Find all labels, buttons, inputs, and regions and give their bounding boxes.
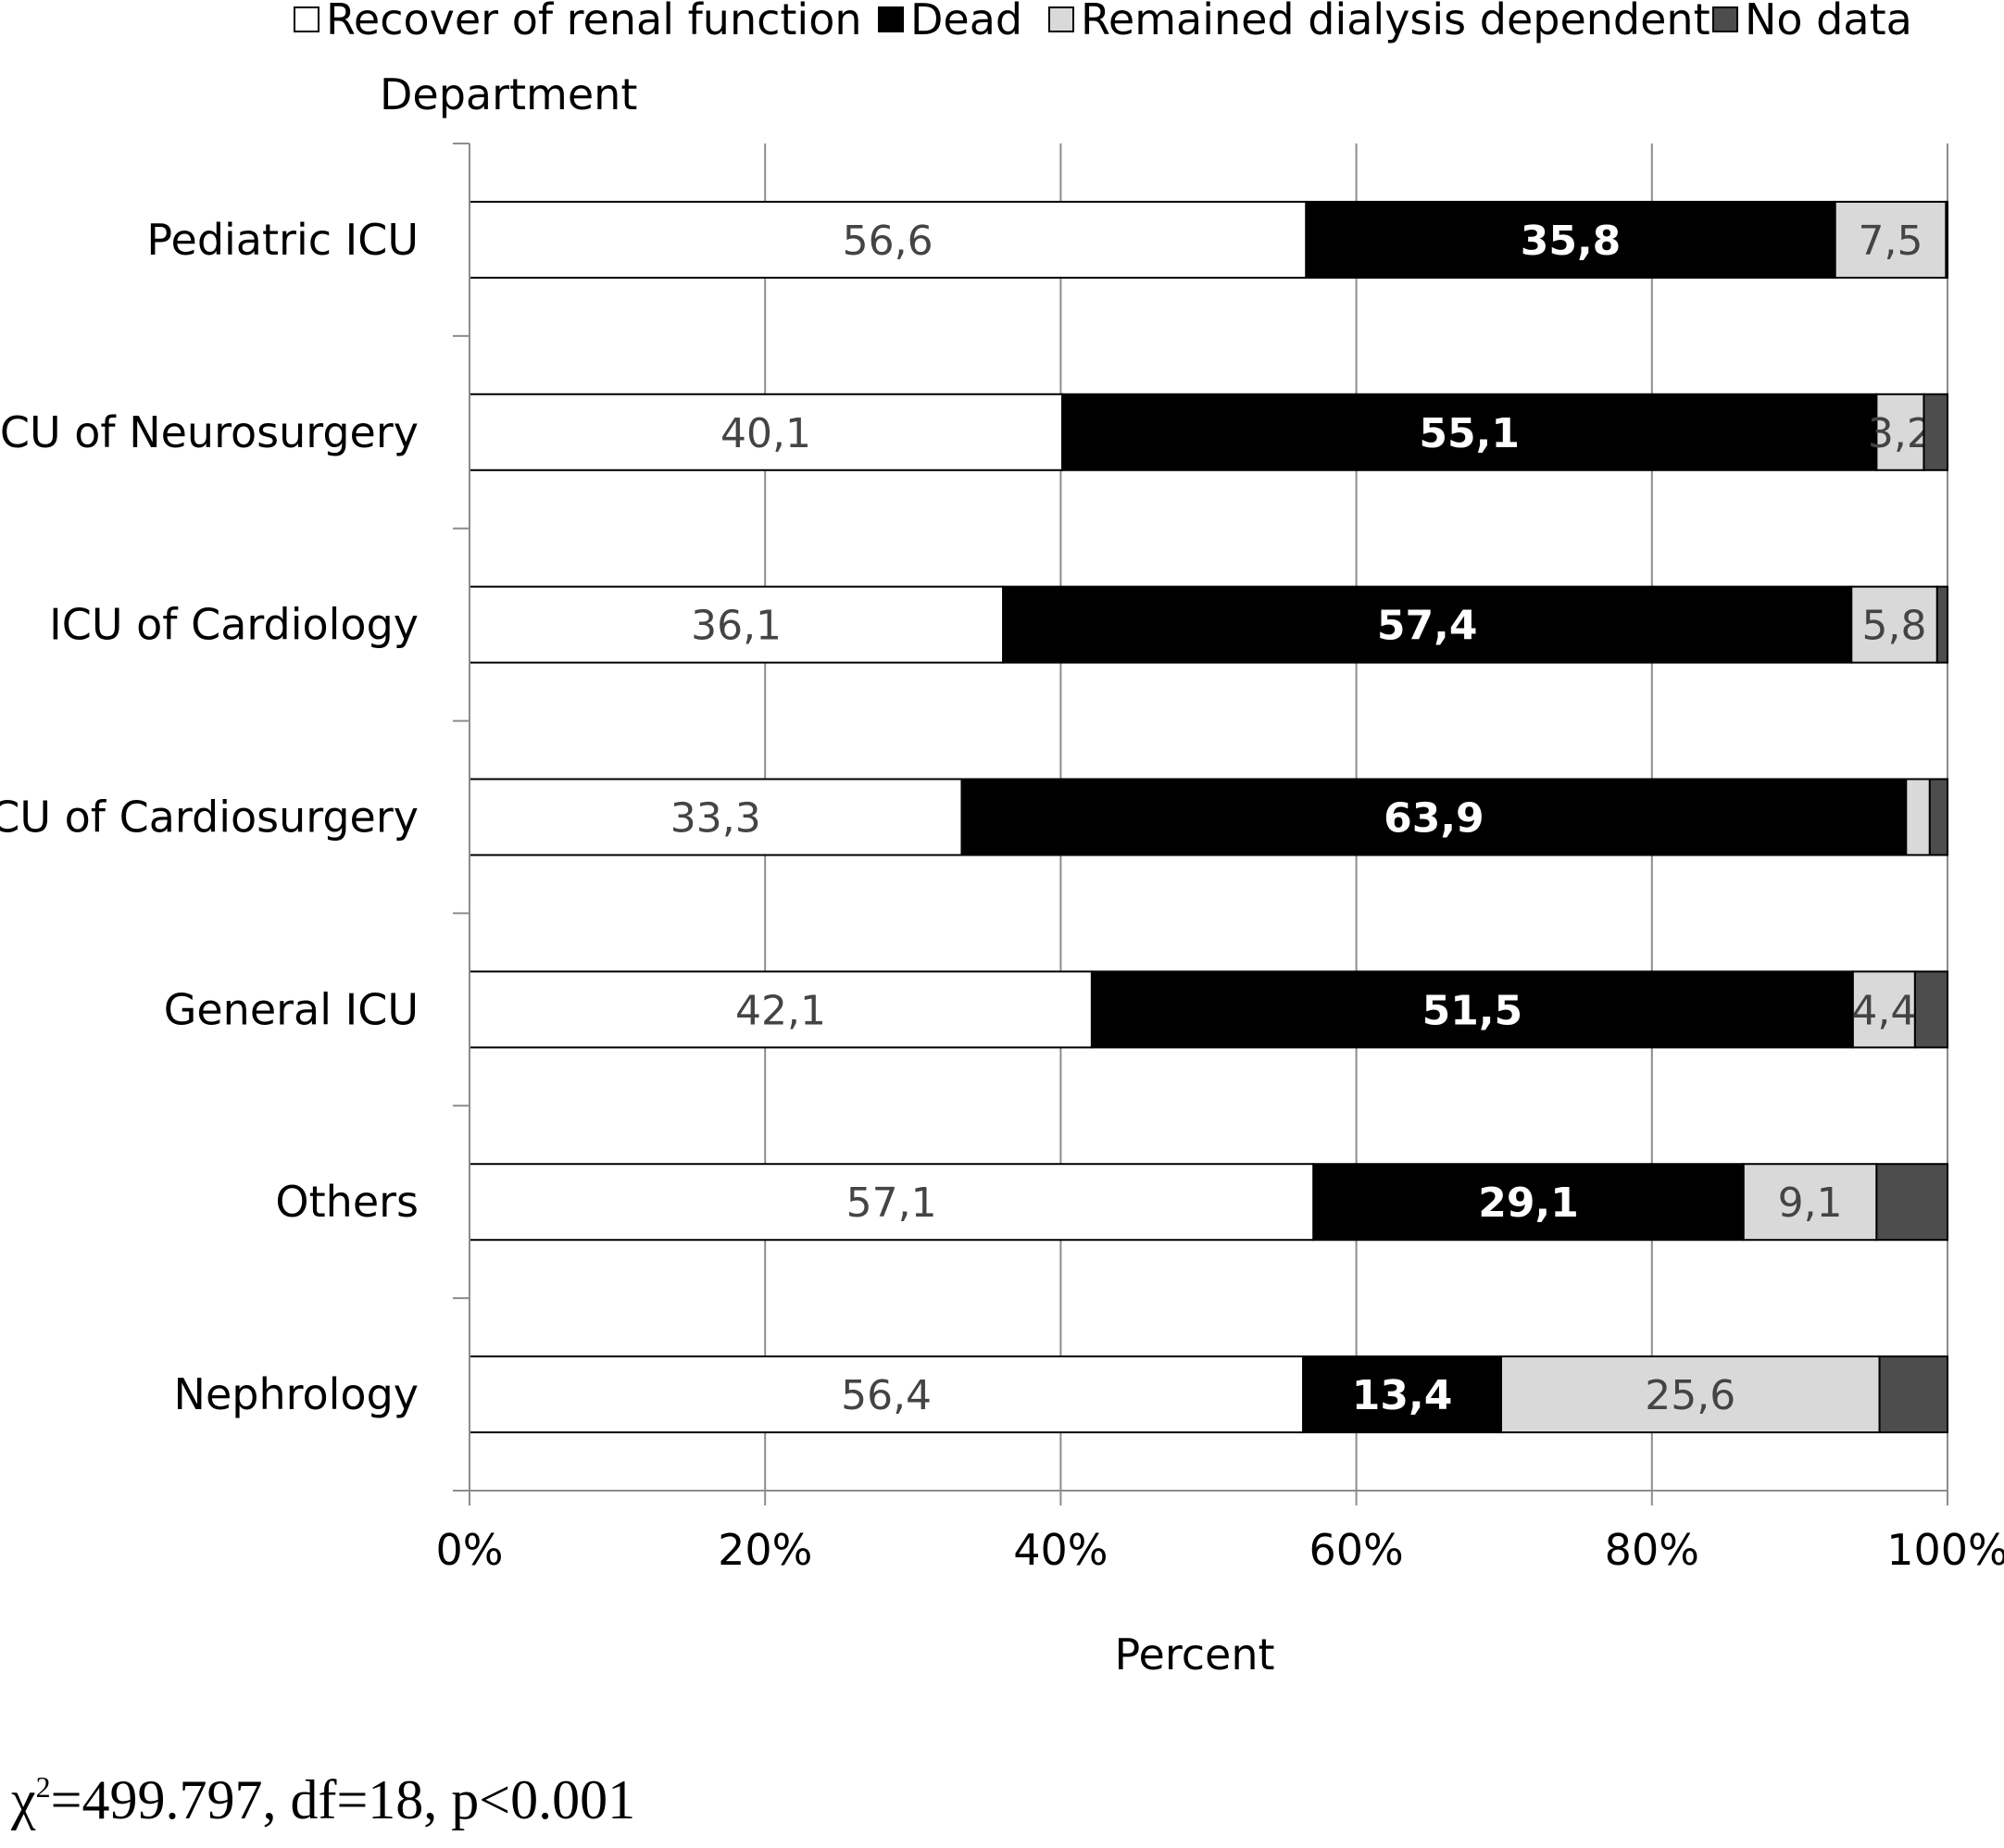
legend-swatch xyxy=(1048,6,1074,32)
y-category-label: Pediatric ICU xyxy=(146,215,419,265)
bar-segment xyxy=(1742,1163,1878,1242)
x-tick-label: 0% xyxy=(436,1525,504,1575)
legend-swatch xyxy=(1712,6,1738,32)
data-label: 9,1 xyxy=(1778,1180,1843,1227)
bar-segment xyxy=(469,585,1005,664)
chi-symbol: χ xyxy=(11,1769,36,1830)
y-category-label: ICU of Cardiology xyxy=(49,600,419,650)
bar-segment xyxy=(469,393,1063,471)
y-category-label: ICU of Cardiosurgery xyxy=(0,793,419,843)
x-tick-label: 60% xyxy=(1309,1525,1403,1575)
legend-label: Remained dialysis dependent xyxy=(1081,0,1710,44)
bars: 56,6 35,8 7,5 40,1 55,1 3,2 36,1 57,4 5,8 33,3 63,… xyxy=(469,200,1949,1434)
x-tick-label: 20% xyxy=(718,1525,812,1575)
data-label: 13,4 xyxy=(1352,1372,1453,1419)
bar-segment xyxy=(1090,970,1854,1049)
bar-segment xyxy=(1302,1355,1503,1434)
data-label: 29,1 xyxy=(1478,1180,1579,1227)
bar-segment xyxy=(1935,585,1948,664)
x-tick-label: 80% xyxy=(1605,1525,1699,1575)
bar-segment xyxy=(1945,200,1949,279)
bar-segment xyxy=(469,1355,1305,1434)
x-tick-label: 40% xyxy=(1013,1525,1108,1575)
data-label: 63,9 xyxy=(1384,795,1484,843)
y-category-labels: Pediatric ICU ICU of Neurosurgery ICU of C… xyxy=(0,215,419,1419)
bar-segment xyxy=(1834,200,1948,279)
bar-segment xyxy=(1905,778,1931,856)
data-label: 7,5 xyxy=(1859,218,1923,265)
bar-segment xyxy=(1878,1355,1948,1434)
data-label: 3,2 xyxy=(1868,410,1933,457)
bar-segment xyxy=(1923,393,1949,471)
data-label: 25,6 xyxy=(1645,1372,1735,1419)
data-label: 40,1 xyxy=(720,410,811,457)
data-label: 35,8 xyxy=(1521,218,1622,265)
y-category-label: Others xyxy=(275,1177,419,1227)
bar-segment xyxy=(1312,1163,1745,1242)
bar-segment xyxy=(960,778,1908,856)
legend: Recover of renal function Dead Remained di… xyxy=(294,0,1912,44)
bar-segment xyxy=(469,200,1308,279)
y-category-label: Nephrology xyxy=(174,1369,419,1419)
bar-segment xyxy=(1875,1163,1948,1242)
legend-label: Dead xyxy=(910,0,1022,44)
x-tick-label: 100% xyxy=(1886,1525,2004,1575)
data-label: 5,8 xyxy=(1862,603,1927,650)
legend-swatch xyxy=(294,6,319,32)
data-label: 51,5 xyxy=(1422,987,1523,1034)
bar-segment xyxy=(1060,393,1878,471)
bar-segment xyxy=(1305,200,1836,279)
statistics-note: χ2=499.797, df=18, p<0.001 xyxy=(11,1768,635,1832)
x-axis-title: Percent xyxy=(1114,1629,1274,1679)
statistics-text: =499.797, df=18, p<0.001 xyxy=(50,1769,636,1830)
bar-segment xyxy=(1850,585,1938,664)
legend-label: Recover of renal function xyxy=(326,0,862,44)
chi-superscript: 2 xyxy=(35,1770,51,1804)
bar-segment xyxy=(1913,970,1948,1049)
x-tick-labels: 0% 20% 40% 60% 80% 100% xyxy=(436,1525,2004,1575)
y-category-label: ICU of Neurosurgery xyxy=(0,407,419,457)
bar-segment xyxy=(469,1163,1315,1242)
legend-swatch xyxy=(878,6,904,32)
data-label: 42,1 xyxy=(735,987,826,1034)
legend-label: No data xyxy=(1745,0,1912,44)
data-label: 57,4 xyxy=(1377,603,1478,650)
data-label: 4,4 xyxy=(1851,987,1916,1034)
data-label: 36,1 xyxy=(691,603,782,650)
data-label: 56,4 xyxy=(841,1372,932,1419)
bar-segment xyxy=(1928,778,1948,856)
data-label: 55,1 xyxy=(1419,410,1520,457)
data-label: 56,6 xyxy=(843,218,933,265)
data-label: 33,3 xyxy=(670,795,761,843)
y-axis-title: Department xyxy=(380,69,637,119)
bar-segment xyxy=(1500,1355,1881,1434)
y-category-label: General ICU xyxy=(164,984,419,1034)
axes xyxy=(453,143,1948,1505)
data-label: 57,1 xyxy=(846,1180,937,1227)
